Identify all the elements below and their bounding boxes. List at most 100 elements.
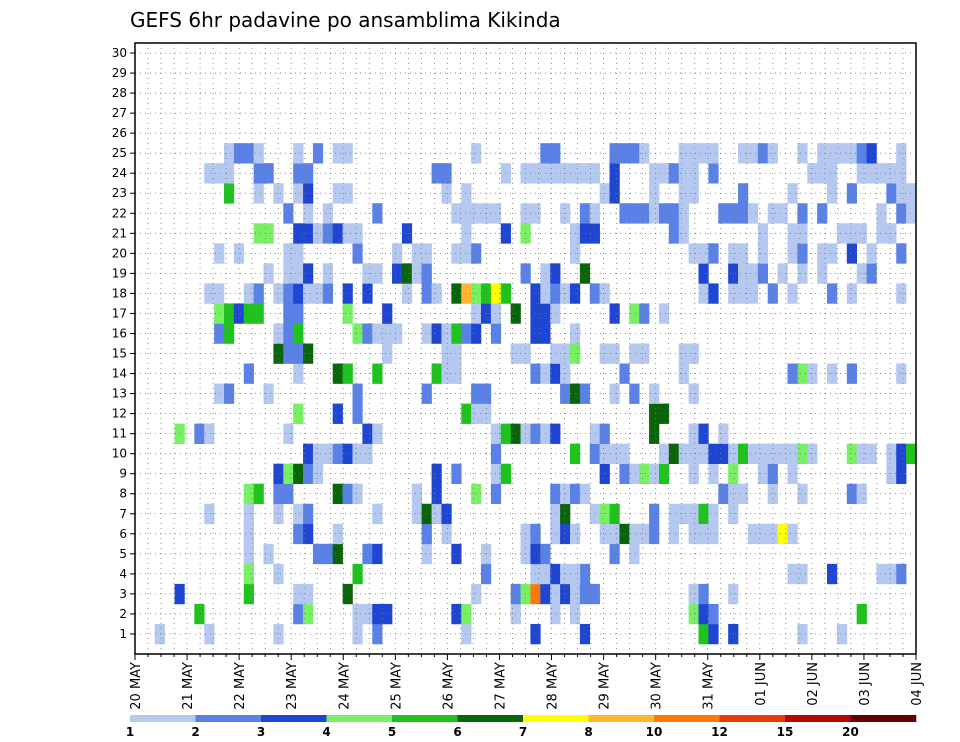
heatmap-cell bbox=[777, 203, 788, 224]
heatmap-cell bbox=[579, 163, 591, 184]
heatmap-cell bbox=[312, 223, 324, 244]
x-tick-label: 28 MAY bbox=[546, 662, 561, 710]
heatmap-cell bbox=[787, 223, 798, 244]
heatmap-cell bbox=[589, 503, 600, 525]
x-tick-label: 01 JUN bbox=[754, 662, 769, 706]
heatmap-cell bbox=[728, 263, 739, 284]
heatmap-cell bbox=[372, 323, 383, 344]
heatmap-cell bbox=[846, 483, 857, 505]
heatmap-cell bbox=[876, 163, 887, 184]
y-tick-label: 6 bbox=[119, 527, 127, 541]
heatmap-cell bbox=[431, 483, 442, 505]
heatmap-cell bbox=[342, 483, 353, 505]
heatmap-cell bbox=[263, 163, 274, 184]
heatmap-cell bbox=[253, 483, 264, 505]
y-tick-label: 29 bbox=[112, 66, 127, 80]
heatmap-cell bbox=[599, 523, 610, 545]
heatmap-cell bbox=[243, 143, 254, 164]
heatmap-cell bbox=[283, 263, 294, 284]
heatmap-cell bbox=[609, 383, 620, 404]
heatmap-cell bbox=[293, 523, 304, 545]
heatmap-cell bbox=[708, 163, 719, 184]
heatmap-cell bbox=[243, 303, 254, 324]
heatmap-cell bbox=[441, 363, 452, 384]
heatmap-cell bbox=[431, 363, 442, 384]
legend-swatch bbox=[523, 715, 589, 722]
heatmap-cell bbox=[243, 583, 254, 605]
heatmap-cell bbox=[649, 423, 660, 444]
heatmap-cell bbox=[698, 243, 709, 264]
y-tick-label: 15 bbox=[112, 347, 127, 361]
y-tick-label: 24 bbox=[112, 166, 127, 180]
heatmap-cell bbox=[243, 503, 254, 525]
legend-swatch bbox=[130, 715, 196, 722]
heatmap-cell bbox=[411, 483, 422, 505]
heatmap-cell bbox=[401, 283, 413, 304]
y-tick-label: 22 bbox=[112, 206, 127, 220]
heatmap-cell bbox=[906, 443, 917, 464]
heatmap-cell bbox=[352, 483, 363, 505]
heatmap-cell bbox=[747, 203, 759, 224]
heatmap-cell bbox=[639, 463, 650, 485]
heatmap-cell bbox=[352, 563, 363, 585]
legend-swatch bbox=[261, 715, 327, 722]
heatmap-cell bbox=[332, 483, 343, 505]
heatmap-cell bbox=[293, 163, 304, 184]
heatmap-cell bbox=[421, 523, 432, 545]
heatmap-cell bbox=[283, 463, 294, 485]
heatmap-cell bbox=[678, 143, 689, 164]
heatmap-cell bbox=[856, 263, 867, 284]
heatmap-cell bbox=[253, 303, 264, 324]
heatmap-cell bbox=[639, 523, 650, 545]
heatmap-cell bbox=[322, 443, 334, 464]
heatmap-cell bbox=[678, 223, 689, 244]
heatmap-cell bbox=[312, 143, 324, 164]
heatmap-cell bbox=[787, 283, 798, 304]
heatmap-cell bbox=[688, 243, 699, 264]
heatmap-cell bbox=[579, 263, 591, 284]
heatmap-cell bbox=[698, 623, 709, 645]
heatmap-cell bbox=[204, 163, 215, 184]
heatmap-cell bbox=[629, 383, 640, 404]
heatmap-cell bbox=[204, 503, 215, 525]
heatmap-cell bbox=[658, 303, 670, 324]
heatmap-cell bbox=[629, 143, 640, 164]
y-tick-label: 17 bbox=[112, 306, 127, 320]
heatmap-cell bbox=[658, 163, 670, 184]
heatmap-cell bbox=[797, 223, 808, 244]
heatmap-cell bbox=[708, 243, 719, 264]
heatmap-cell bbox=[668, 503, 680, 525]
heatmap-cell bbox=[421, 503, 432, 525]
x-tick-label: 25 MAY bbox=[389, 662, 404, 710]
heatmap-cell bbox=[431, 463, 442, 485]
heatmap-cell bbox=[283, 343, 294, 364]
heatmap-cell bbox=[372, 263, 383, 284]
heatmap-cell bbox=[807, 363, 818, 384]
heatmap-cell bbox=[817, 263, 828, 284]
heatmap-cell bbox=[263, 543, 274, 565]
legend-label: 1 bbox=[126, 725, 134, 739]
y-tick-label: 10 bbox=[112, 447, 127, 461]
heatmap-cell bbox=[728, 243, 739, 264]
heatmap-cell bbox=[589, 443, 600, 464]
heatmap-cell bbox=[787, 563, 798, 585]
heatmap-cell bbox=[668, 163, 680, 184]
legend-label: 7 bbox=[519, 725, 527, 739]
heatmap-cell bbox=[856, 443, 867, 464]
heatmap-cell bbox=[283, 283, 294, 304]
heatmap-cell bbox=[856, 223, 867, 244]
heatmap-cell bbox=[619, 143, 630, 164]
heatmap-cell bbox=[223, 143, 235, 164]
heatmap-cell bbox=[639, 203, 650, 224]
heatmap-cell bbox=[658, 203, 670, 224]
heatmap-cell bbox=[787, 243, 798, 264]
heatmap-cell bbox=[797, 243, 808, 264]
heatmap-cell bbox=[263, 223, 274, 244]
heatmap-cell bbox=[856, 603, 867, 625]
heatmap-cell bbox=[293, 263, 304, 284]
heatmap-cell bbox=[214, 303, 225, 324]
heatmap-cell bbox=[827, 563, 838, 585]
heatmap-cell bbox=[471, 383, 482, 404]
x-axis: 20 MAY 21 MAY 22 MAY 23 MAY 24 MAY 25 MAY 26 M… bbox=[129, 654, 925, 710]
heatmap-cell bbox=[599, 503, 610, 525]
